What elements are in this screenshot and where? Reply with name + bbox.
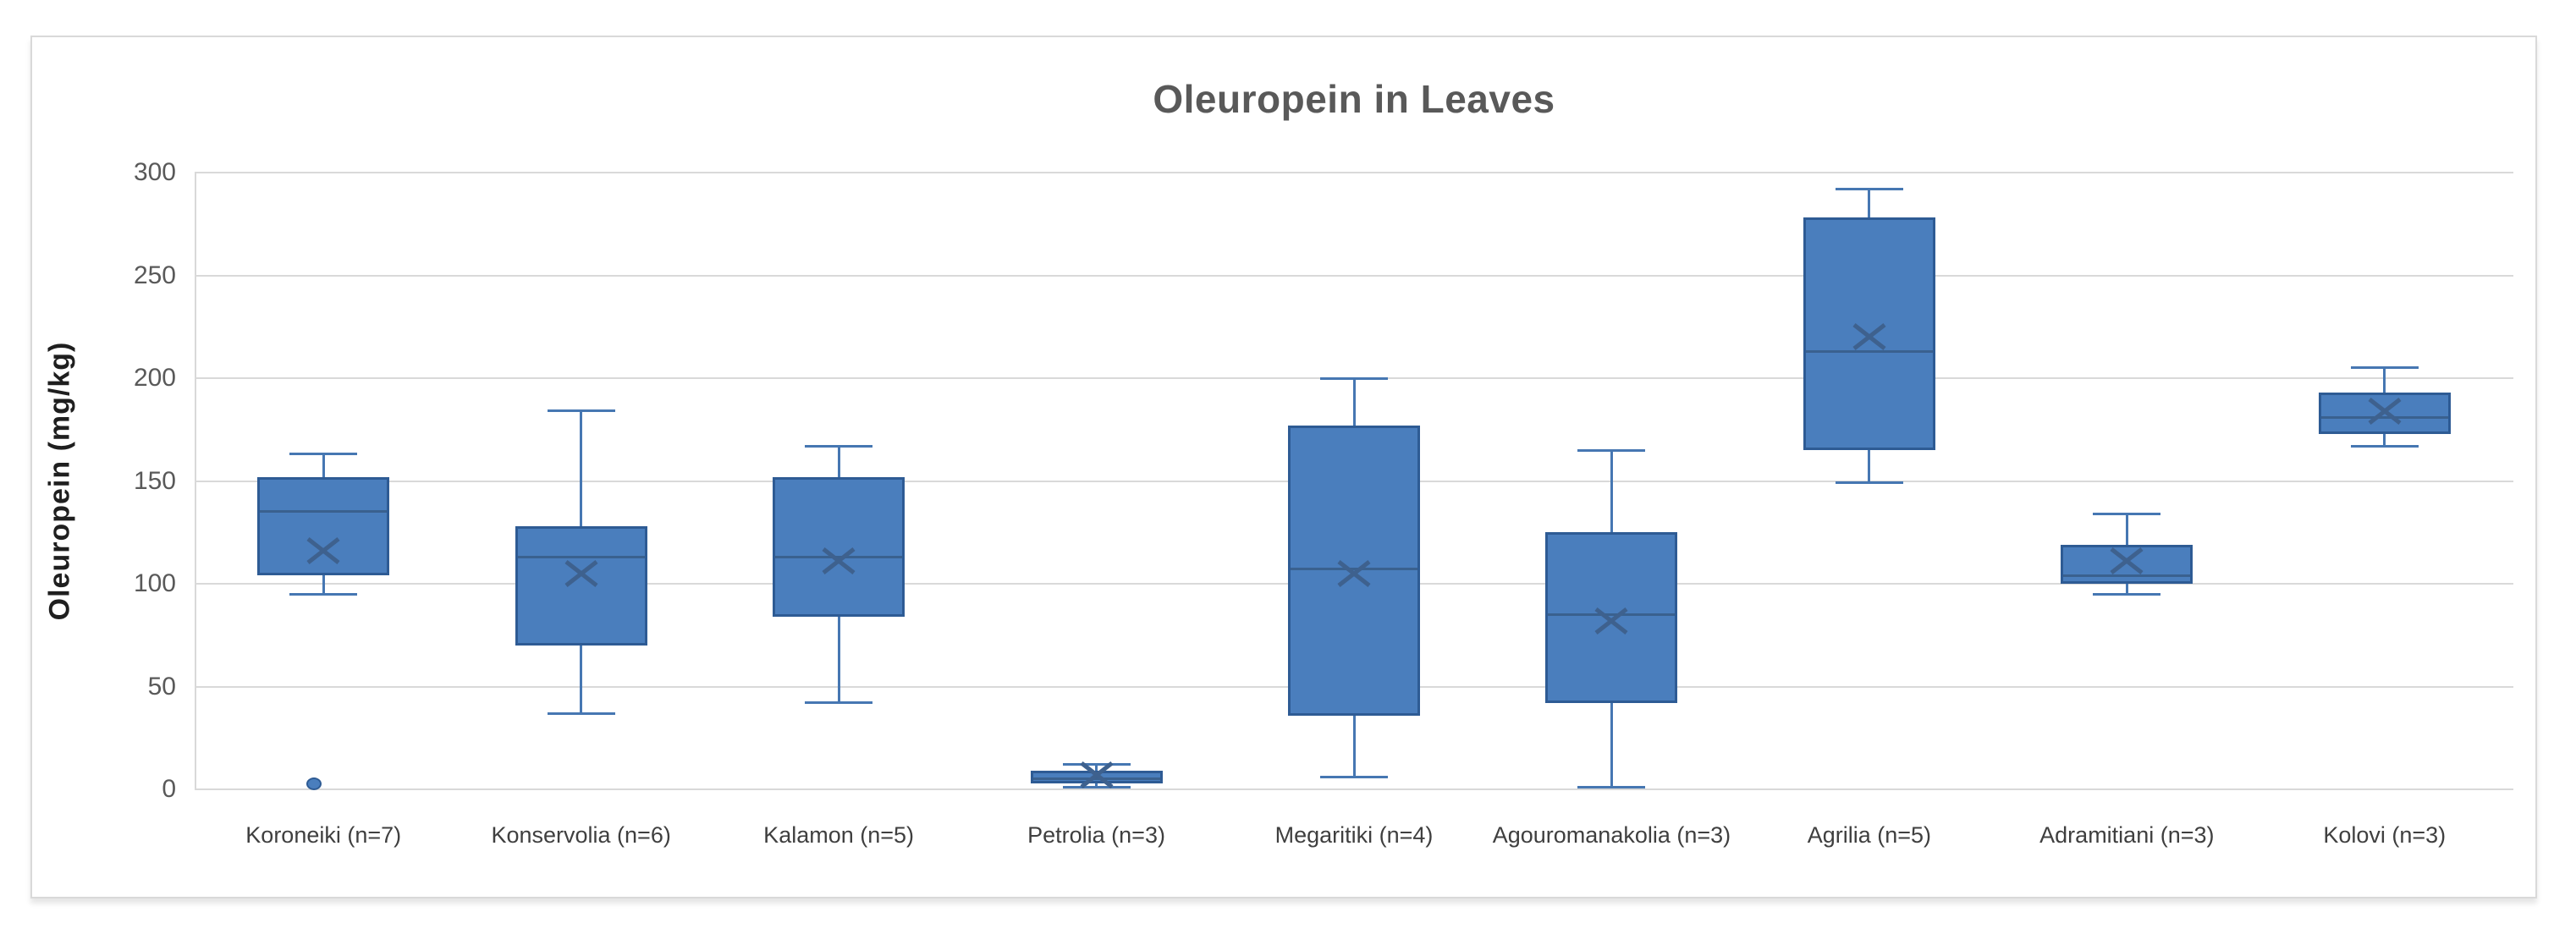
whisker-upper-koroneiki-n-7 xyxy=(322,453,325,477)
whisker-lower-koroneiki-n-7 xyxy=(322,575,325,595)
gridline-y-0 xyxy=(195,788,2513,790)
mean-marker-petrolia-n-3 xyxy=(1076,759,1117,791)
whisker-upper-agrilia-n-5 xyxy=(1868,189,1871,218)
x-axis-label-agouromanakolia-n-3: Agouromanakolia (n=3) xyxy=(1492,822,1731,848)
whisker-lower-adramitiani-n-3 xyxy=(2125,584,2128,595)
x-axis-label-konservolia-n-6: Konservolia (n=6) xyxy=(491,822,671,848)
y-tick-label-150: 150 xyxy=(133,466,176,495)
median-line-petrolia-n-3 xyxy=(1032,777,1160,781)
whisker-upper-megaritiki-n-4 xyxy=(1352,378,1356,426)
box-agrilia-n-5 xyxy=(1803,217,1935,451)
whisker-cap-top-konservolia-n-6 xyxy=(547,409,615,413)
mean-marker-konservolia-n-6 xyxy=(561,558,602,590)
chart-title: Oleuropein in Leaves xyxy=(1153,77,1555,121)
x-axis-label-kalamon-n-5: Kalamon (n=5) xyxy=(763,822,915,848)
whisker-cap-bottom-adramitiani-n-3 xyxy=(2093,592,2161,596)
y-tick-label-250: 250 xyxy=(133,261,176,289)
x-axis-label-adramitiani-n-3: Adramitiani (n=3) xyxy=(2039,822,2215,848)
median-line-kolovi-n-3 xyxy=(2320,415,2448,419)
whisker-lower-agrilia-n-5 xyxy=(1868,450,1871,483)
median-line-koroneiki-n-7 xyxy=(260,510,388,514)
mean-marker-agrilia-n-5 xyxy=(1849,321,1890,353)
whisker-upper-adramitiani-n-3 xyxy=(2125,514,2128,545)
whisker-cap-bottom-koroneiki-n-7 xyxy=(289,592,358,596)
whisker-upper-kalamon-n-5 xyxy=(837,446,840,477)
whisker-upper-kolovi-n-3 xyxy=(2383,367,2386,393)
whisker-cap-bottom-agouromanakolia-n-3 xyxy=(1577,786,1646,789)
whisker-upper-konservolia-n-6 xyxy=(580,410,583,526)
outlier-point-koroneiki-n-7-0 xyxy=(306,777,322,790)
x-axis-label-koroneiki-n-7: Koroneiki (n=7) xyxy=(245,822,402,848)
mean-marker-agouromanakolia-n-3 xyxy=(1591,605,1632,637)
chart-panel: Oleuropein in Leaves Oleuropein (mg/kg) … xyxy=(30,36,2537,898)
box-kalamon-n-5 xyxy=(773,476,905,617)
mean-marker-adramitiani-n-3 xyxy=(2106,545,2147,577)
box-adramitiani-n-3 xyxy=(2061,544,2193,584)
gridline-y-300 xyxy=(195,172,2513,173)
whisker-cap-top-adramitiani-n-3 xyxy=(2093,512,2161,515)
median-line-konservolia-n-6 xyxy=(517,555,645,558)
mean-marker-kolovi-n-3 xyxy=(2364,395,2405,427)
whisker-cap-bottom-kolovi-n-3 xyxy=(2350,444,2419,448)
box-koroneiki-n-7 xyxy=(257,476,390,576)
whisker-lower-agouromanakolia-n-3 xyxy=(1610,702,1613,788)
gridline-y-250 xyxy=(195,274,2513,277)
whisker-upper-agouromanakolia-n-3 xyxy=(1610,450,1613,533)
whisker-lower-megaritiki-n-4 xyxy=(1352,715,1356,777)
whisker-lower-kolovi-n-3 xyxy=(2383,433,2386,447)
box-konservolia-n-6 xyxy=(515,525,647,646)
mean-marker-kalamon-n-5 xyxy=(818,545,859,577)
x-axis-label-megaritiki-n-4: Megaritiki (n=4) xyxy=(1274,822,1434,848)
median-line-megaritiki-n-4 xyxy=(1291,568,1417,571)
mean-marker-koroneiki-n-7 xyxy=(303,535,344,567)
whisker-cap-bottom-kalamon-n-5 xyxy=(805,701,873,705)
y-tick-label-100: 100 xyxy=(133,569,176,597)
y-tick-label-200: 200 xyxy=(133,364,176,392)
whisker-cap-bottom-konservolia-n-6 xyxy=(547,711,615,715)
whisker-cap-bottom-petrolia-n-3 xyxy=(1062,786,1131,789)
whisker-lower-petrolia-n-3 xyxy=(1095,783,1098,788)
whisker-cap-top-megaritiki-n-4 xyxy=(1320,376,1388,380)
y-tick-label-50: 50 xyxy=(147,672,176,700)
median-line-agrilia-n-5 xyxy=(1805,349,1933,353)
whisker-cap-top-agrilia-n-5 xyxy=(1835,187,1903,190)
median-line-kalamon-n-5 xyxy=(775,555,903,558)
x-axis-label-petrolia-n-3: Petrolia (n=3) xyxy=(1027,822,1165,848)
box-agouromanakolia-n-3 xyxy=(1545,532,1678,703)
y-tick-label-300: 300 xyxy=(133,158,176,186)
whisker-lower-kalamon-n-5 xyxy=(837,616,840,703)
whisker-lower-konservolia-n-6 xyxy=(580,645,583,714)
whisker-upper-petrolia-n-3 xyxy=(1095,764,1098,772)
whisker-cap-top-agouromanakolia-n-3 xyxy=(1577,448,1646,452)
whisker-cap-bottom-agrilia-n-5 xyxy=(1835,481,1903,485)
median-line-adramitiani-n-3 xyxy=(2063,574,2191,577)
whisker-cap-top-kalamon-n-5 xyxy=(805,444,873,448)
whisker-cap-top-koroneiki-n-7 xyxy=(289,453,358,456)
whisker-cap-top-petrolia-n-3 xyxy=(1062,763,1131,766)
median-line-agouromanakolia-n-3 xyxy=(1548,613,1676,616)
mean-marker-megaritiki-n-4 xyxy=(1334,558,1374,590)
whisker-cap-bottom-megaritiki-n-4 xyxy=(1320,775,1388,778)
x-axis-label-agrilia-n-5: Agrilia (n=5) xyxy=(1807,822,1932,848)
whisker-cap-top-kolovi-n-3 xyxy=(2350,366,2419,370)
y-tick-label-0: 0 xyxy=(162,775,176,803)
x-axis-label-kolovi-n-3: Kolovi (n=3) xyxy=(2323,822,2447,848)
